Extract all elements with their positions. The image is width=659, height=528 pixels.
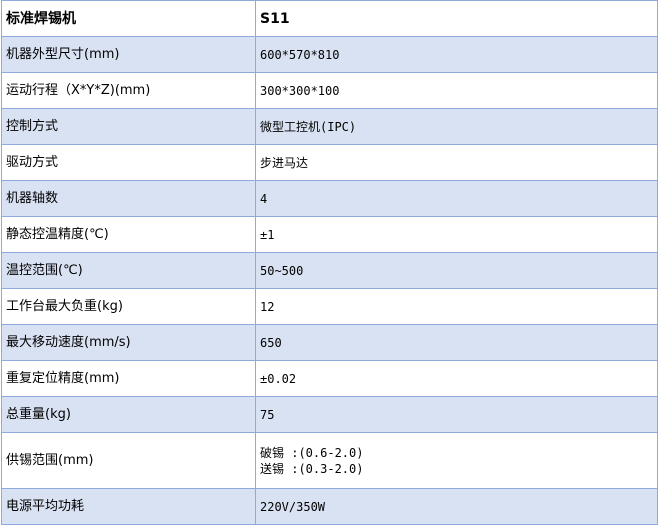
spec-value: 220V/350W [255,488,658,525]
table-row: 工作台最大负重(kg) 12 [1,288,658,325]
spec-value: 600*570*810 [255,36,658,73]
table-row: 总重量(kg) 75 [1,396,658,433]
spec-label: 重复定位精度(mm) [1,360,256,397]
spec-value-line: 送锡 :(0.3-2.0) [260,461,364,476]
table-row: 驱动方式 步进马达 [1,144,658,181]
spec-value: 650 [255,324,658,361]
table-row: 机器外型尺寸(mm) 600*570*810 [1,36,658,73]
spec-label: 总重量(kg) [1,396,256,433]
spec-value-line: 破锡 :(0.6-2.0) [260,445,364,460]
table-row: 最大移动速度(mm/s) 650 [1,324,658,361]
spec-value: 300*300*100 [255,72,658,109]
spec-label: 供锡范围(mm) [1,432,256,489]
header-label: 标准焊锡机 [1,0,256,37]
spec-value: 75 [255,396,658,433]
table-row: 控制方式 微型工控机(IPC) [1,108,658,145]
table-row: 供锡范围(mm) 破锡 :(0.6-2.0) 送锡 :(0.3-2.0) [1,432,658,489]
table-header-row: 标准焊锡机 S11 [1,0,658,37]
table-row: 重复定位精度(mm) ±0.02 [1,360,658,397]
spec-label: 温控范围(℃) [1,252,256,289]
spec-label: 控制方式 [1,108,256,145]
spec-label: 机器轴数 [1,180,256,217]
spec-value: 微型工控机(IPC) [255,108,658,145]
spec-value: 破锡 :(0.6-2.0) 送锡 :(0.3-2.0) [255,432,658,489]
spec-label: 静态控温精度(℃) [1,216,256,253]
spec-value: 50~500 [255,252,658,289]
spec-value: ±0.02 [255,360,658,397]
table-row: 机器轴数 4 [1,180,658,217]
table-row: 运动行程（X*Y*Z)(mm) 300*300*100 [1,72,658,109]
spec-label: 机器外型尺寸(mm) [1,36,256,73]
spec-value: 步进马达 [255,144,658,181]
table-row: 电源平均功耗 220V/350W [1,488,658,525]
spec-value: 4 [255,180,658,217]
spec-label: 最大移动速度(mm/s) [1,324,256,361]
spec-label: 运动行程（X*Y*Z)(mm) [1,72,256,109]
table-row: 温控范围(℃) 50~500 [1,252,658,289]
spec-label: 驱动方式 [1,144,256,181]
spec-value: ±1 [255,216,658,253]
spec-label: 电源平均功耗 [1,488,256,525]
spec-label: 工作台最大负重(kg) [1,288,256,325]
header-value: S11 [255,0,658,37]
spec-value: 12 [255,288,658,325]
table-row: 静态控温精度(℃) ±1 [1,216,658,253]
